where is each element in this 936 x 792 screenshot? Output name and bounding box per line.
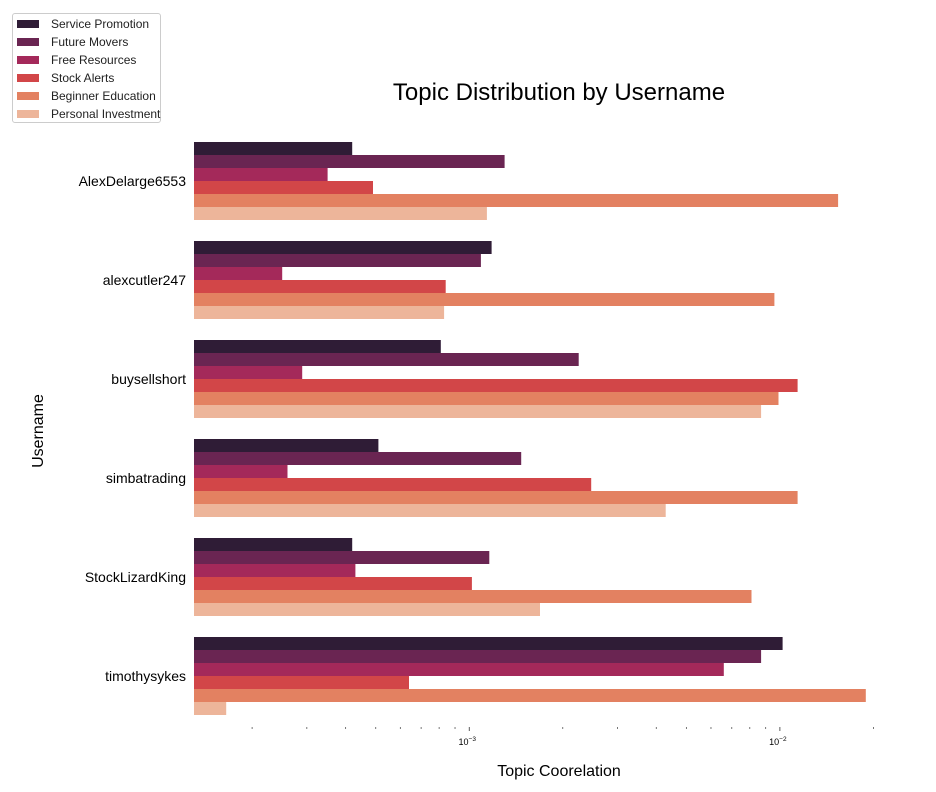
y-tick-label: AlexDelarge6553 bbox=[79, 173, 187, 189]
bar-AlexDelarge6553-service-promotion bbox=[194, 142, 353, 155]
legend-label: Service Promotion bbox=[51, 17, 150, 31]
y-tick-label: timothysykes bbox=[105, 668, 186, 684]
bar-timothysykes-beginner-education bbox=[194, 689, 866, 702]
legend-swatch bbox=[17, 74, 39, 82]
bar-simbatrading-service-promotion bbox=[194, 439, 379, 452]
legend-item: Stock Alerts bbox=[17, 69, 114, 87]
bar-buysellshort-personal-investment bbox=[194, 405, 762, 418]
bar-AlexDelarge6553-stock-alerts bbox=[194, 181, 373, 194]
bar-timothysykes-stock-alerts bbox=[194, 676, 409, 689]
x-axis-label: Topic Coorelation bbox=[497, 763, 621, 780]
legend-label: Stock Alerts bbox=[51, 71, 115, 85]
legend-label: Future Movers bbox=[51, 35, 129, 49]
bar-simbatrading-future-movers bbox=[194, 452, 522, 465]
y-tick-label: buysellshort bbox=[111, 371, 186, 387]
bar-StockLizardKing-stock-alerts bbox=[194, 577, 472, 590]
bar-StockLizardKing-service-promotion bbox=[194, 538, 353, 551]
bar-buysellshort-service-promotion bbox=[194, 340, 441, 353]
chart-title: Topic Distribution by Username bbox=[393, 79, 725, 106]
bar-simbatrading-beginner-education bbox=[194, 491, 798, 504]
bar-buysellshort-stock-alerts bbox=[194, 379, 798, 392]
bar-AlexDelarge6553-personal-investment bbox=[194, 207, 487, 220]
bar-simbatrading-free-resources bbox=[194, 465, 288, 478]
legend-swatch bbox=[17, 110, 39, 118]
x-ticks: 10−3 10−2 bbox=[251, 727, 874, 747]
bar-AlexDelarge6553-beginner-education bbox=[194, 194, 839, 207]
legend-label: Beginner Education bbox=[51, 89, 156, 103]
bar-alexcutler247-beginner-education bbox=[194, 293, 775, 306]
y-tick-labels: AlexDelarge6553 alexcutler247 buysellshort… bbox=[79, 173, 187, 684]
legend-item: Personal Investment bbox=[17, 105, 160, 123]
legend-swatch bbox=[17, 38, 39, 46]
bar-alexcutler247-personal-investment bbox=[194, 306, 445, 319]
bar-timothysykes-future-movers bbox=[194, 650, 762, 663]
bar-timothysykes-free-resources bbox=[194, 663, 724, 676]
legend-item: Service Promotion bbox=[17, 15, 149, 33]
legend-item: Future Movers bbox=[17, 33, 128, 51]
x-tick-label: 10−3 bbox=[459, 736, 477, 747]
legend-swatch bbox=[17, 92, 39, 100]
bar-timothysykes-service-promotion bbox=[194, 637, 783, 650]
legend-label: Free Resources bbox=[51, 53, 137, 67]
bar-buysellshort-beginner-education bbox=[194, 392, 779, 405]
legend-item: Free Resources bbox=[17, 51, 136, 69]
legend-swatch bbox=[17, 20, 39, 28]
bar-AlexDelarge6553-free-resources bbox=[194, 168, 328, 181]
legend-swatch bbox=[17, 56, 39, 64]
x-tick-label: 10−2 bbox=[769, 736, 787, 747]
legend-item: Beginner Education bbox=[17, 87, 156, 105]
bar-StockLizardKing-personal-investment bbox=[194, 603, 540, 616]
y-axis-label: Username bbox=[30, 394, 47, 468]
y-tick-label: simbatrading bbox=[106, 470, 186, 486]
y-tick-label: StockLizardKing bbox=[85, 569, 186, 585]
bar-alexcutler247-stock-alerts bbox=[194, 280, 446, 293]
bar-AlexDelarge6553-future-movers bbox=[194, 155, 505, 168]
bar-simbatrading-personal-investment bbox=[194, 504, 666, 517]
legend: Service Promotion Future Movers Free Resou… bbox=[12, 13, 161, 123]
bar-timothysykes-personal-investment bbox=[194, 702, 227, 715]
bar-alexcutler247-future-movers bbox=[194, 254, 481, 267]
bar-alexcutler247-service-promotion bbox=[194, 241, 492, 254]
bar-buysellshort-future-movers bbox=[194, 353, 579, 366]
bar-StockLizardKing-future-movers bbox=[194, 551, 490, 564]
bar-alexcutler247-free-resources bbox=[194, 267, 283, 280]
bar-StockLizardKing-beginner-education bbox=[194, 590, 752, 603]
bar-simbatrading-stock-alerts bbox=[194, 478, 592, 491]
bars-group bbox=[194, 142, 866, 715]
y-tick-label: alexcutler247 bbox=[103, 272, 186, 288]
bar-buysellshort-free-resources bbox=[194, 366, 303, 379]
bar-StockLizardKing-free-resources bbox=[194, 564, 356, 577]
legend-label: Personal Investment bbox=[51, 107, 161, 121]
